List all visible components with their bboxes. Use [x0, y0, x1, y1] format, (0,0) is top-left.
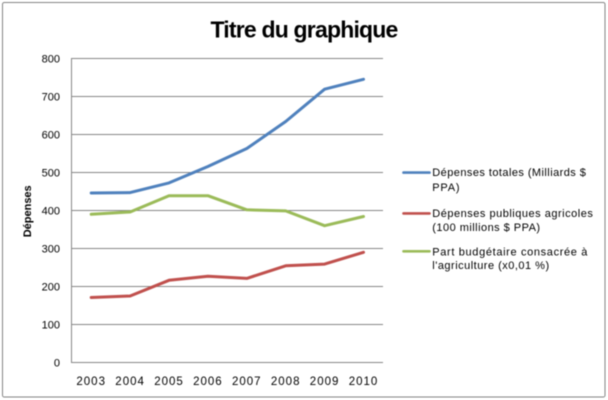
- svg-text:Dépenses: Dépenses: [22, 185, 34, 237]
- svg-text:600: 600: [42, 130, 60, 142]
- svg-text:400: 400: [42, 206, 60, 218]
- svg-text:l'agriculture (x0,01 %): l'agriculture (x0,01 %): [432, 260, 549, 272]
- svg-text:2003: 2003: [76, 376, 106, 388]
- svg-text:2005: 2005: [154, 376, 184, 388]
- svg-text:2006: 2006: [193, 376, 223, 388]
- svg-text:100: 100: [42, 320, 60, 332]
- svg-text:500: 500: [42, 168, 60, 180]
- svg-text:Titre du graphique: Titre du graphique: [210, 16, 397, 42]
- svg-text:2004: 2004: [115, 376, 145, 388]
- svg-text:2008: 2008: [271, 376, 301, 388]
- svg-text:(100 millions $ PPA): (100 millions $ PPA): [432, 222, 540, 234]
- svg-text:Dépenses totales (Milliards $: Dépenses totales (Milliards $: [432, 167, 586, 179]
- svg-text:800: 800: [42, 54, 60, 66]
- svg-text:2007: 2007: [232, 376, 262, 388]
- svg-text:Part budgétaire consacrée à: Part budgétaire consacrée à: [432, 246, 588, 258]
- svg-text:0: 0: [54, 358, 60, 370]
- svg-text:2010: 2010: [349, 376, 379, 388]
- svg-text:PPA): PPA): [432, 182, 460, 194]
- svg-text:300: 300: [42, 244, 60, 256]
- svg-text:200: 200: [42, 282, 60, 294]
- svg-text:Dépenses publiques agricoles: Dépenses publiques agricoles: [432, 208, 593, 220]
- svg-text:700: 700: [42, 92, 60, 104]
- svg-text:2009: 2009: [310, 376, 340, 388]
